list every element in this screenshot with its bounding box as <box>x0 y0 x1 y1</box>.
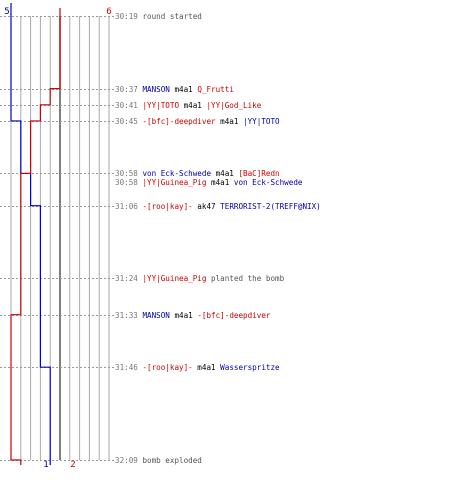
blue-team-alive-line <box>10 3 51 465</box>
team-count-labels: 5 6 1 2 <box>4 7 111 470</box>
event-text-part: m4a1 <box>206 178 233 187</box>
event-text-part: MANSON <box>142 311 170 320</box>
event-time: 30:37 <box>115 85 142 94</box>
event-text-part: -[bfc]-deepdiver <box>142 117 216 126</box>
event-log-entry: 30:58 |YY|Guinea_Pig m4a1 von Eck-Schwed… <box>115 178 303 187</box>
event-log-entry: 30:41 |YY|TOTO m4a1 |YY|God_Like <box>115 101 262 110</box>
blue-top-count-label: 5 <box>4 7 9 17</box>
event-text-part: m4a1 <box>170 85 197 94</box>
blue-bottom-count-label: 1 <box>43 460 48 470</box>
event-log-entry: 31:24 |YY|Guinea_Pig planted the bomb <box>115 274 285 283</box>
event-text-part: TERRORIST-2(TREFF@NIX) <box>220 202 321 211</box>
event-text-part: ak47 <box>193 202 220 211</box>
event-log-entry: 30:19 round started <box>115 12 202 21</box>
event-time: 30:58 <box>115 178 142 187</box>
event-log-entry: 31:33 MANSON m4a1 -[bfc]-deepdiver <box>115 311 271 320</box>
red-bottom-count-label: 2 <box>70 460 75 470</box>
event-time: 30:19 <box>115 12 142 21</box>
event-text-part: m4a1 <box>211 169 238 178</box>
event-log-entry: 32:09 bomb exploded <box>115 456 202 465</box>
event-text-part: -[roo|kay]- <box>142 202 192 211</box>
event-time: 30:45 <box>115 117 142 126</box>
red-top-count-label: 6 <box>106 7 111 17</box>
event-text-part: m4a1 <box>170 311 197 320</box>
event-text-part: -[bfc]-deepdiver <box>197 311 271 320</box>
event-guide-lines <box>0 16 115 461</box>
event-text-part: |YY|Guinea_Pig <box>142 274 206 283</box>
event-log-entry: 30:37 MANSON m4a1 Q_Frutti <box>115 85 234 94</box>
event-text-part: |YY|Guinea_Pig <box>142 178 206 187</box>
event-text-part: m4a1 <box>216 117 243 126</box>
event-time: 31:46 <box>115 363 142 372</box>
event-log-entry: 31:46 -[roo|kay]- m4a1 Wasserspritze <box>115 363 280 372</box>
event-log-entry: 31:06 -[roo|kay]- ak47 TERRORIST-2(TREFF… <box>115 202 321 211</box>
event-text-part: round started <box>142 12 201 21</box>
team-alive-lines <box>10 3 61 465</box>
event-time: 31:06 <box>115 202 142 211</box>
event-time: 31:24 <box>115 274 142 283</box>
event-text-part: m4a1 <box>193 363 220 372</box>
event-log: 30:19 round started 30:37 MANSON m4a1 Q_F… <box>115 12 321 465</box>
event-text-part: von Eck-Schwede <box>142 169 211 178</box>
event-log-entry: 30:45 -[bfc]-deepdiver m4a1 |YY|TOTO <box>115 117 280 126</box>
event-text-part: Q_Frutti <box>197 85 234 94</box>
event-text-part: Wasserspritze <box>220 363 280 372</box>
event-text-part: MANSON <box>142 85 170 94</box>
event-time: 30:58 <box>115 169 142 178</box>
event-text-part: -[roo|kay]- <box>142 363 192 372</box>
event-text-part: von Eck-Schwede <box>234 178 303 187</box>
event-text-part: m4a1 <box>179 101 206 110</box>
event-log-entry: 30:58 von Eck-Schwede m4a1 [BaC]Redn <box>115 169 280 178</box>
event-text-part: bomb exploded <box>142 456 201 465</box>
event-text-part: planted the bomb <box>206 274 284 283</box>
event-time: 32:09 <box>115 456 142 465</box>
event-time: 30:41 <box>115 101 142 110</box>
event-text-part: |YY|TOTO <box>142 101 179 110</box>
event-time: 31:33 <box>115 311 142 320</box>
event-text-part: |YY|God_Like <box>206 101 261 110</box>
event-text-part: [BaC]Redn <box>238 169 279 178</box>
event-text-part: |YY|TOTO <box>243 117 280 126</box>
red-team-alive-line <box>10 8 61 465</box>
